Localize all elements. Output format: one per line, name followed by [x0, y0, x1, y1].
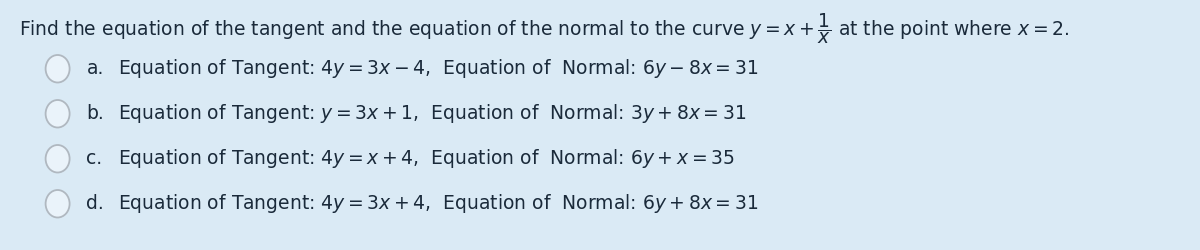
Text: Equation of Tangent: $4y = 3x - 4$,  Equation of  Normal: $6y - 8x = 31$: Equation of Tangent: $4y = 3x - 4$, Equa…	[118, 57, 758, 80]
Ellipse shape	[46, 100, 70, 128]
Text: b.: b.	[86, 104, 104, 123]
Ellipse shape	[46, 55, 70, 82]
Text: Find the equation of the tangent and the equation of the normal to the curve $y : Find the equation of the tangent and the…	[19, 11, 1069, 46]
Text: d.: d.	[86, 194, 104, 213]
Text: c.: c.	[86, 149, 102, 168]
Text: Equation of Tangent: $4y = x + 4$,  Equation of  Normal: $6y + x = 35$: Equation of Tangent: $4y = x + 4$, Equat…	[118, 147, 734, 170]
Text: Equation of Tangent: $4y = 3x + 4$,  Equation of  Normal: $6y + 8x = 31$: Equation of Tangent: $4y = 3x + 4$, Equa…	[118, 192, 758, 215]
Text: Equation of Tangent: $y = 3x + 1$,  Equation of  Normal: $3y + 8x = 31$: Equation of Tangent: $y = 3x + 1$, Equat…	[118, 102, 746, 125]
Text: a.: a.	[86, 59, 103, 78]
Ellipse shape	[46, 190, 70, 218]
Ellipse shape	[46, 145, 70, 172]
